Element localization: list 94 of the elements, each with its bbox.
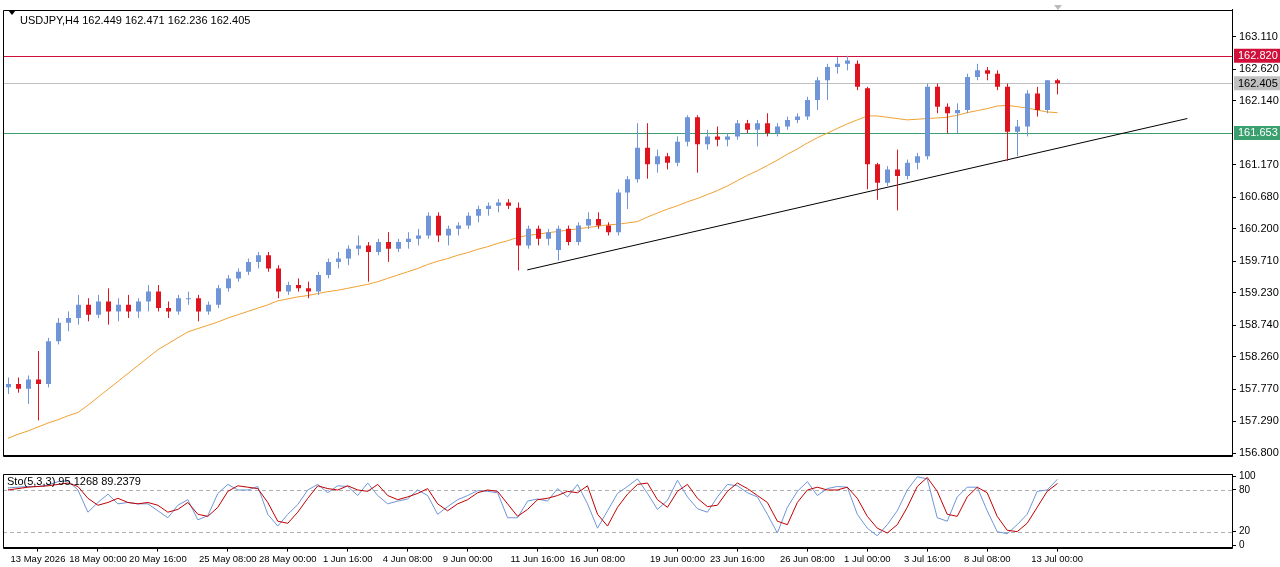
x-tick-label: 1 Jun 16:00 [322,552,373,564]
x-tick-label: 13 Jul 00:00 [1031,552,1084,564]
ref-line-label: 162.405 [1238,76,1278,89]
y-tick-label: 156.800 [1239,446,1279,459]
candlestick [276,264,281,299]
candlestick [715,126,720,147]
candlestick [426,211,431,240]
y-tick-label: 158.260 [1239,350,1279,363]
candlestick [735,119,740,141]
candlestick [386,231,391,263]
x-tick-label: 18 May 00:00 [69,552,127,564]
candlestick [945,102,950,134]
x-tick-label: 3 Jul 16:00 [904,552,951,564]
candlestick [765,112,770,137]
x-tick-label: 19 Jun 00:00 [649,552,705,564]
y-tick-label: 160.200 [1239,221,1279,234]
candlestick [446,225,451,246]
candlestick [855,59,860,91]
candlestick [905,159,910,180]
candlestick [86,297,91,322]
candlestick [26,374,31,405]
y-tick-label: 161.170 [1239,157,1279,170]
candlestick [1035,86,1040,118]
candlestick [136,297,141,319]
y-tick-label: 162.620 [1239,62,1279,75]
candlestick [436,211,441,243]
x-tick-label: 4 Jun 08:00 [382,552,433,564]
candlestick [106,287,111,326]
candlestick [316,271,321,296]
y-tick-label: 100 [1239,469,1257,481]
y-tick-label: 159.230 [1239,285,1279,298]
candlestick [536,225,541,246]
x-tick-label: 23 Jun 16:00 [709,552,765,564]
x-tick-label: 26 Jun 08:00 [779,552,835,564]
y-tick-label: 160.680 [1239,190,1279,203]
x-tick-label: 16 Jun 08:00 [570,552,625,564]
candlestick [36,350,41,421]
y-tick-label: 158.740 [1239,318,1279,331]
candlestick [196,294,201,322]
candlestick [825,63,830,101]
candlestick [146,284,151,312]
candlestick [645,122,650,180]
candlestick [995,69,1000,91]
candlestick [96,294,101,319]
candlestick [576,221,581,246]
y-tick-label: 157.770 [1239,382,1279,395]
ref-line-label: 161.653 [1238,126,1278,139]
candlestick [875,162,880,201]
candlestick [126,294,131,319]
candlestick [526,225,531,250]
candlestick [176,294,181,316]
x-tick-label: 1 Jul 00:00 [844,552,891,564]
y-tick-label: 159.710 [1239,254,1279,267]
chart-title: Sto(5,3,3) 95.1268 89.2379 [7,474,141,487]
candlestick [675,135,680,167]
candlestick [56,317,61,345]
candlestick [186,291,191,306]
candlestick [566,225,571,246]
candlestick [705,129,710,151]
candlestick [346,244,351,266]
candlestick [326,258,331,279]
candlestick [156,284,161,312]
x-tick-label: 11 Jun 16:00 [510,552,565,564]
y-tick-label: 157.290 [1239,414,1279,427]
x-tick-label: 9 Jun 00:00 [442,552,493,564]
candlestick [815,76,820,111]
candlestick [76,294,81,326]
candlestick [655,149,660,174]
candlestick [1015,119,1020,157]
candlestick [356,234,361,256]
x-tick-label: 8 Jul 08:00 [963,552,1011,564]
y-tick-label: 163.110 [1239,29,1278,42]
candlestick [366,241,371,283]
candlestick [556,225,561,262]
candlestick [935,83,940,114]
y-tick-label: 0 [1239,539,1245,551]
candlestick [805,96,810,121]
candlestick [266,251,271,273]
x-tick-label: 20 May 16:00 [129,552,187,564]
candlestick [625,175,630,210]
chart-title: USDJPY,H4 162.449 162.471 162.236 162.405 [20,14,251,27]
ref-line-label: 162.820 [1238,49,1278,62]
y-tick-label: 162.140 [1239,93,1279,106]
x-tick-label: 25 May 08:00 [199,552,257,564]
candlestick [216,284,221,309]
candlestick [885,165,890,187]
y-tick-label: 20 [1239,525,1251,537]
candlestick [755,119,760,147]
candlestick [116,297,121,322]
candlestick [895,149,900,211]
x-tick-label: 28 May 00:00 [258,552,317,564]
candlestick [66,310,71,332]
y-tick-label: 80 [1239,483,1251,495]
x-tick-label: 13 May 2026 [10,552,66,564]
